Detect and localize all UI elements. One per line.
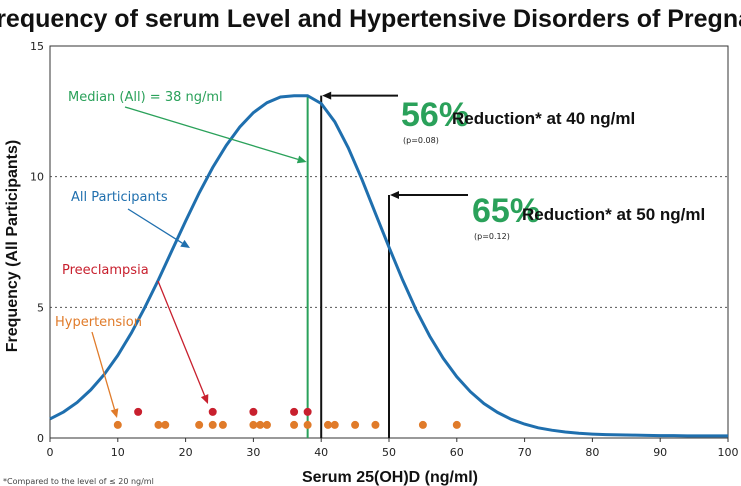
- hypertension-point: [262, 420, 271, 429]
- x-tick-label: 30: [246, 446, 260, 459]
- hypertension-point: [218, 420, 227, 429]
- chart-title: Frequency of serum Level and Hypertensiv…: [0, 5, 741, 33]
- all-participants-arrowhead: [180, 239, 190, 248]
- y-axis-label: Frequency (All Participants): [4, 140, 21, 353]
- y-tick-label: 5: [37, 301, 44, 314]
- hypertension-point: [290, 420, 299, 429]
- hypertension-arrow: [91, 331, 116, 410]
- preeclampsia-point: [134, 407, 143, 416]
- hypertension-point: [113, 420, 122, 429]
- reduction-50-pvalue: (p=0.12): [474, 232, 510, 241]
- reference-lines: [306, 95, 390, 438]
- hypertension-point: [330, 420, 339, 429]
- reduction-40-percent: 56%: [401, 96, 469, 134]
- hypertension-point: [256, 420, 265, 429]
- x-tick-label: 80: [585, 446, 599, 459]
- reduction-50-arrowhead: [390, 190, 399, 199]
- hypertension-point: [249, 420, 258, 429]
- x-tick-label: 40: [314, 446, 328, 459]
- median-annotation: Median (All) = 38 ng/ml: [68, 90, 307, 164]
- preeclampsia-point: [290, 407, 299, 416]
- x-tick-label: 10: [111, 446, 125, 459]
- hypertension-point: [161, 420, 170, 429]
- y-ticks: 0 5 10 15: [30, 40, 44, 445]
- all-participants-label: All Participants: [71, 190, 168, 205]
- reduction-40-pvalue: (p=0.08): [403, 136, 439, 145]
- median-label: Median (All) = 38 ng/ml: [68, 90, 223, 105]
- hypertension-point: [371, 420, 380, 429]
- reduction-50-text: Reduction* at 50 ng/ml: [522, 205, 705, 224]
- all-participants-arrow: [127, 208, 183, 244]
- preeclampsia-point: [249, 407, 258, 416]
- y-tick-label: 0: [37, 432, 44, 445]
- preeclampsia-arrow: [157, 280, 206, 396]
- hypertension-annotation: Hypertension: [55, 315, 142, 418]
- hypertension-points: [113, 420, 461, 429]
- x-tick-label: 0: [47, 446, 54, 459]
- hypertension-point: [208, 420, 217, 429]
- median-arrow: [124, 106, 299, 161]
- hypertension-point: [195, 420, 204, 429]
- hypertension-point: [303, 420, 312, 429]
- reduction-40-text: Reduction* at 40 ng/ml: [452, 109, 635, 128]
- preeclampsia-annotation: Preeclampsia: [62, 263, 209, 404]
- x-tick-label: 20: [179, 446, 193, 459]
- hypertension-point: [452, 420, 461, 429]
- x-axis-label: Serum 25(OH)D (ng/ml): [302, 469, 478, 486]
- preeclampsia-point: [208, 407, 217, 416]
- x-tick-label: 90: [653, 446, 667, 459]
- hypertension-arrowhead: [110, 408, 119, 418]
- hypertension-label: Hypertension: [55, 315, 142, 330]
- all-participants-annotation: All Participants: [71, 190, 190, 248]
- x-tick-label: 60: [450, 446, 464, 459]
- y-tick-label: 15: [30, 40, 44, 53]
- reduction-40-annotation: 56% Reduction* at 40 ng/ml (p=0.08): [322, 91, 635, 145]
- median-arrowhead: [296, 155, 307, 164]
- footnote: *Compared to the level of ≤ 20 ng/ml: [3, 477, 154, 486]
- x-tick-label: 50: [382, 446, 396, 459]
- preeclampsia-label: Preeclampsia: [62, 263, 149, 278]
- hypertension-point: [418, 420, 427, 429]
- reduction-40-arrowhead: [322, 91, 332, 100]
- y-tick-label: 10: [30, 171, 44, 184]
- reduction-50-annotation: 65% Reduction* at 50 ng/ml (p=0.12): [390, 190, 705, 241]
- hypertension-point: [351, 420, 360, 429]
- series-line-all-participants: [49, 94, 728, 438]
- hypertension-point: [323, 420, 332, 429]
- preeclampsia-arrowhead: [200, 394, 209, 404]
- hypertension-point: [154, 420, 163, 429]
- x-tick-label: 70: [518, 446, 532, 459]
- reduction-50-percent: 65%: [472, 192, 540, 230]
- x-tick-label: 100: [718, 446, 739, 459]
- preeclampsia-points: [134, 407, 312, 416]
- preeclampsia-point: [303, 407, 312, 416]
- x-ticks: 0 10 20 30 40 50 60 70 80 90 100: [47, 438, 739, 459]
